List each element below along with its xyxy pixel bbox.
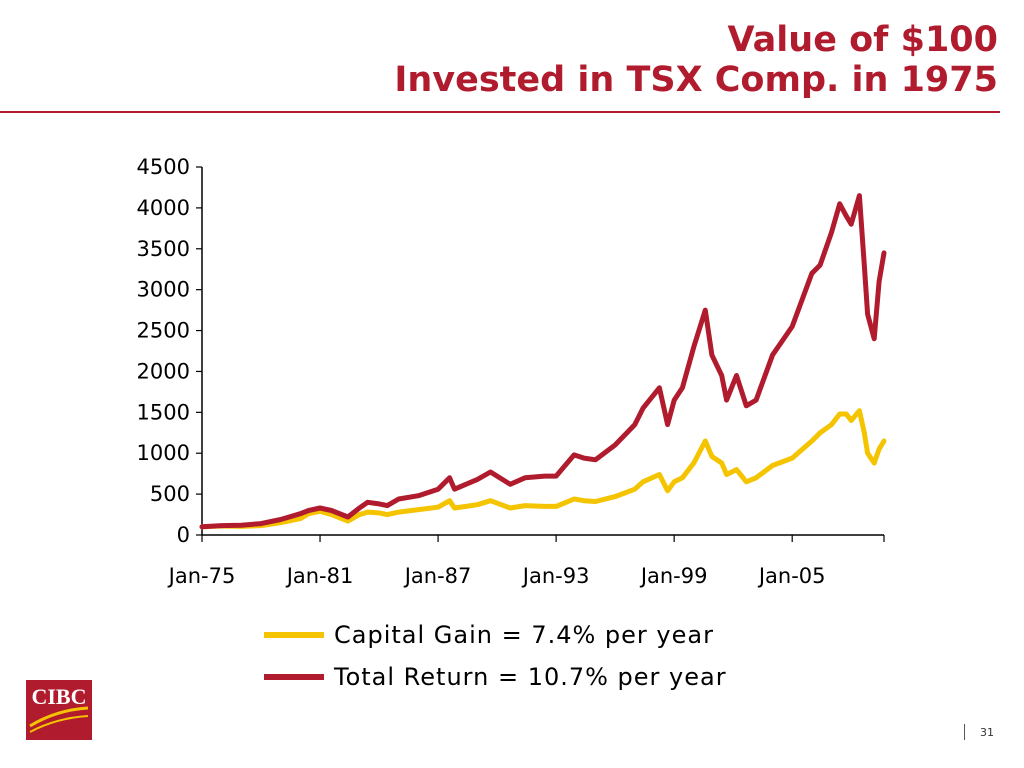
series-line-capital-gain (199, 408, 887, 530)
x-tick-label: Jan-75 (167, 564, 236, 588)
series-line-total-return (199, 193, 887, 530)
legend-item-total-return: Total Return = 10.7% per year (264, 656, 727, 698)
y-tick-label: 4000 (137, 196, 190, 220)
logo-text: CIBC (31, 684, 87, 709)
footer-divider (964, 724, 965, 740)
y-tick-label: 2000 (137, 359, 190, 383)
y-tick-label: 500 (150, 482, 190, 506)
cibc-logo: CIBC (26, 680, 92, 740)
x-tick-label: Jan-93 (521, 564, 590, 588)
logo-swoosh-icon (29, 706, 89, 733)
legend-swatch-total-return (264, 674, 324, 680)
x-tick-label: Jan-05 (757, 564, 826, 588)
title-divider (0, 111, 1000, 113)
y-tick-label: 1000 (137, 441, 190, 465)
y-tick-label: 3500 (137, 237, 190, 261)
x-tick-label: Jan-87 (403, 564, 472, 588)
x-tick-label: Jan-81 (285, 564, 354, 588)
title-line-1: Value of $100 (727, 20, 999, 60)
y-tick-label: 1500 (137, 400, 190, 424)
legend-item-capital-gain: Capital Gain = 7.4% per year (264, 614, 727, 656)
title-line-2: Invested in TSX Comp. in 1975 (394, 60, 998, 100)
legend-swatch-capital-gain (264, 632, 324, 638)
legend-label-capital-gain: Capital Gain = 7.4% per year (334, 621, 714, 649)
y-tick-label: 2500 (137, 319, 190, 343)
x-tick-label: Jan-99 (639, 564, 708, 588)
y-tick-label: 4500 (137, 155, 190, 179)
legend-label-total-return: Total Return = 10.7% per year (334, 663, 727, 691)
slide-title: Value of $100 Invested in TSX Comp. in 1… (394, 20, 998, 100)
chart-legend: Capital Gain = 7.4% per year Total Retur… (264, 614, 727, 698)
y-tick-label: 3000 (137, 278, 190, 302)
page-number: 31 (980, 726, 994, 739)
y-tick-label: 0 (177, 523, 190, 547)
